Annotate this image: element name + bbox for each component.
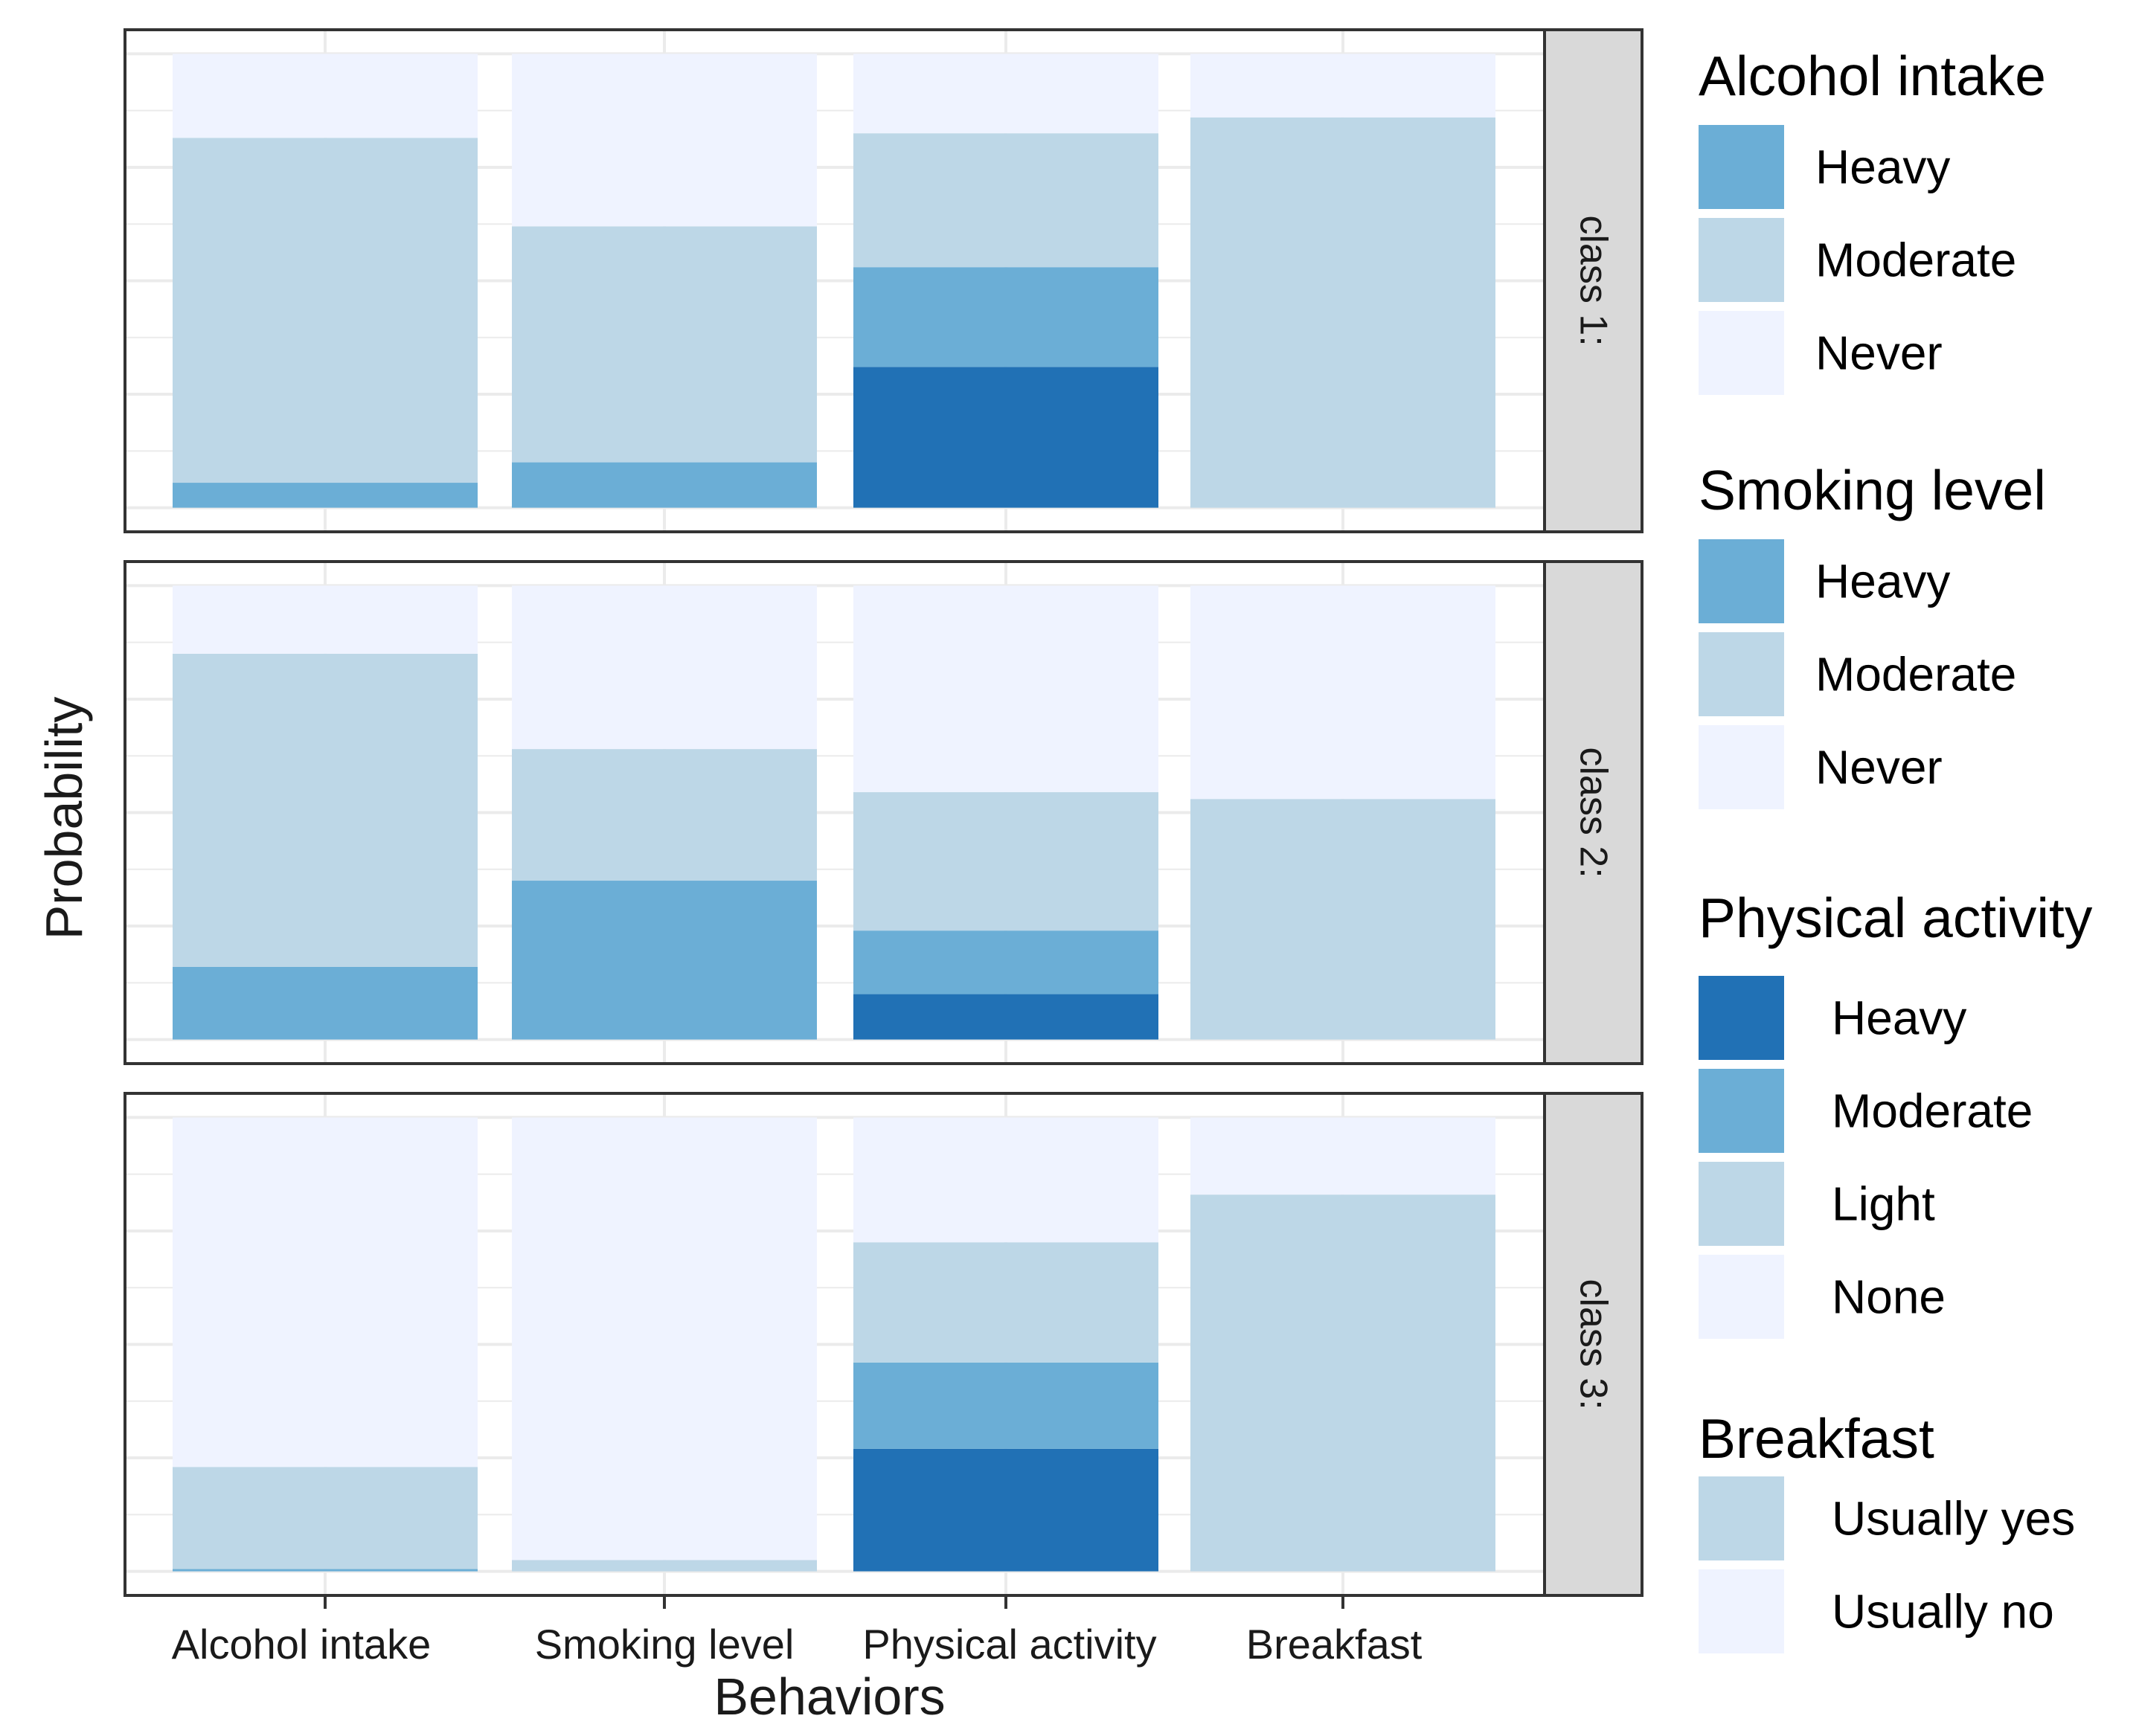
x-tick-label-alcohol-intake: Alcohol intake xyxy=(172,1621,432,1668)
legend-key-heavy xyxy=(1699,976,1784,1060)
legend-key-usually-no xyxy=(1699,1569,1784,1653)
bar-segment-smoking-level-moderate xyxy=(512,749,817,881)
legend-label-heavy: Heavy xyxy=(1832,991,1966,1045)
legend-key-heavy xyxy=(1699,125,1784,209)
legend-label-heavy: Heavy xyxy=(1815,555,1950,608)
bar-segment-physical-activity-heavy xyxy=(853,1448,1158,1572)
legend-label-moderate: Moderate xyxy=(1832,1084,2033,1138)
bar-segment-physical-activity-light xyxy=(853,792,1158,931)
legend-key-moderate xyxy=(1699,218,1784,302)
bar-segment-smoking-level-never xyxy=(512,54,817,227)
legend-key-none xyxy=(1699,1255,1784,1339)
bar-segment-smoking-level-never xyxy=(512,585,817,750)
legend-label-usually-no: Usually no xyxy=(1832,1585,2054,1639)
facet-panel-1: class 1: xyxy=(124,28,1643,533)
legend-label-heavy: Heavy xyxy=(1815,141,1950,194)
bar-segment-alcohol-intake-never xyxy=(173,54,478,138)
legend-title: Physical activity xyxy=(1699,887,2093,949)
facet-strip-label: class 1: xyxy=(1572,215,1615,346)
bar-segment-physical-activity-none xyxy=(853,54,1158,134)
bar-segment-physical-activity-none xyxy=(853,585,1158,793)
bar-segment-breakfast-usually-yes xyxy=(1190,117,1495,508)
facet-strip-label: class 2: xyxy=(1572,747,1615,878)
legend-label-usually-yes: Usually yes xyxy=(1832,1492,2075,1546)
legend-label-never: Never xyxy=(1815,741,1943,794)
facet-panels: class 1: class 2: class 3: xyxy=(124,28,1643,1597)
x-tick-label-physical-activity: Physical activity xyxy=(862,1621,1156,1668)
bar-segment-breakfast-usually-no xyxy=(1190,54,1495,118)
legend-key-light xyxy=(1699,1162,1784,1246)
x-tick-label-smoking-level: Smoking level xyxy=(535,1621,795,1668)
bar-segment-physical-activity-moderate xyxy=(853,930,1158,994)
legend-group-physical-activity: Physical activity Heavy Moderate Light None xyxy=(1699,887,2093,1339)
bar-segment-smoking-level-heavy xyxy=(512,881,817,1040)
legend-title: Smoking level xyxy=(1699,459,2046,521)
bar-segment-physical-activity-heavy xyxy=(853,367,1158,508)
legend-key-heavy xyxy=(1699,539,1784,623)
bar-segment-smoking-level-heavy xyxy=(512,462,817,508)
x-axis: Alcohol intake Smoking level Physical acti… xyxy=(172,1595,1423,1668)
bar-segment-alcohol-intake-moderate xyxy=(173,1467,478,1569)
legend-key-usually-yes xyxy=(1699,1476,1784,1560)
legend-group-smoking-level: Smoking level Heavy Moderate Never xyxy=(1699,459,2046,809)
y-axis-title: Probability xyxy=(35,697,93,940)
legend-title: Alcohol intake xyxy=(1699,45,2046,107)
bar-segment-physical-activity-light xyxy=(853,133,1158,268)
legend-label-light: Light xyxy=(1832,1177,1935,1231)
legend-label-moderate: Moderate xyxy=(1815,234,2016,287)
facet-panel-3: class 3: xyxy=(124,1092,1643,1597)
legend-label-moderate: Moderate xyxy=(1815,648,2016,701)
legend-label-none: None xyxy=(1832,1270,1946,1324)
bar-segment-physical-activity-moderate xyxy=(853,267,1158,367)
bar-segment-smoking-level-moderate xyxy=(512,1560,817,1572)
legend-title: Breakfast xyxy=(1699,1407,1934,1470)
facet-panel-2: class 2: xyxy=(124,560,1643,1065)
legend-key-moderate xyxy=(1699,632,1784,716)
bar-segment-alcohol-intake-never xyxy=(173,585,478,654)
bar-segment-breakfast-usually-no xyxy=(1190,1117,1495,1195)
bar-segment-physical-activity-none xyxy=(853,1117,1158,1243)
x-axis-title: Behaviors xyxy=(713,1668,945,1726)
bar-segment-physical-activity-heavy xyxy=(853,994,1158,1040)
legend-group-breakfast: Breakfast Usually yes Usually no xyxy=(1699,1407,2075,1653)
facet-strip-label: class 3: xyxy=(1572,1279,1615,1409)
legend-key-moderate xyxy=(1699,1069,1784,1153)
x-tick-label-breakfast: Breakfast xyxy=(1246,1621,1423,1668)
legend-group-alcohol-intake: Alcohol intake Heavy Moderate Never xyxy=(1699,45,2046,395)
facet-strip xyxy=(1543,28,1643,533)
legend: Alcohol intakeHeavyModerateNeverSmoking … xyxy=(1699,45,2093,1653)
bar-segment-alcohol-intake-heavy xyxy=(173,1569,478,1572)
bar-segment-smoking-level-moderate xyxy=(512,226,817,463)
bar-segment-alcohol-intake-moderate xyxy=(173,653,478,967)
bar-segment-breakfast-usually-yes xyxy=(1190,1195,1495,1572)
legend-key-never xyxy=(1699,725,1784,809)
bar-segment-physical-activity-moderate xyxy=(853,1362,1158,1449)
legend-key-never xyxy=(1699,311,1784,395)
bar-segment-alcohol-intake-heavy xyxy=(173,483,478,508)
legend-label-never: Never xyxy=(1815,327,1943,380)
bar-segment-smoking-level-never xyxy=(512,1117,817,1560)
bar-segment-alcohol-intake-never xyxy=(173,1117,478,1467)
bar-segment-alcohol-intake-heavy xyxy=(173,966,478,1040)
bar-segment-breakfast-usually-yes xyxy=(1190,799,1495,1040)
facet-strip xyxy=(1543,560,1643,1065)
bar-segment-breakfast-usually-no xyxy=(1190,585,1495,800)
facet-strip xyxy=(1543,1092,1643,1597)
bar-segment-physical-activity-light xyxy=(853,1242,1158,1363)
bar-segment-alcohol-intake-moderate xyxy=(173,138,478,483)
